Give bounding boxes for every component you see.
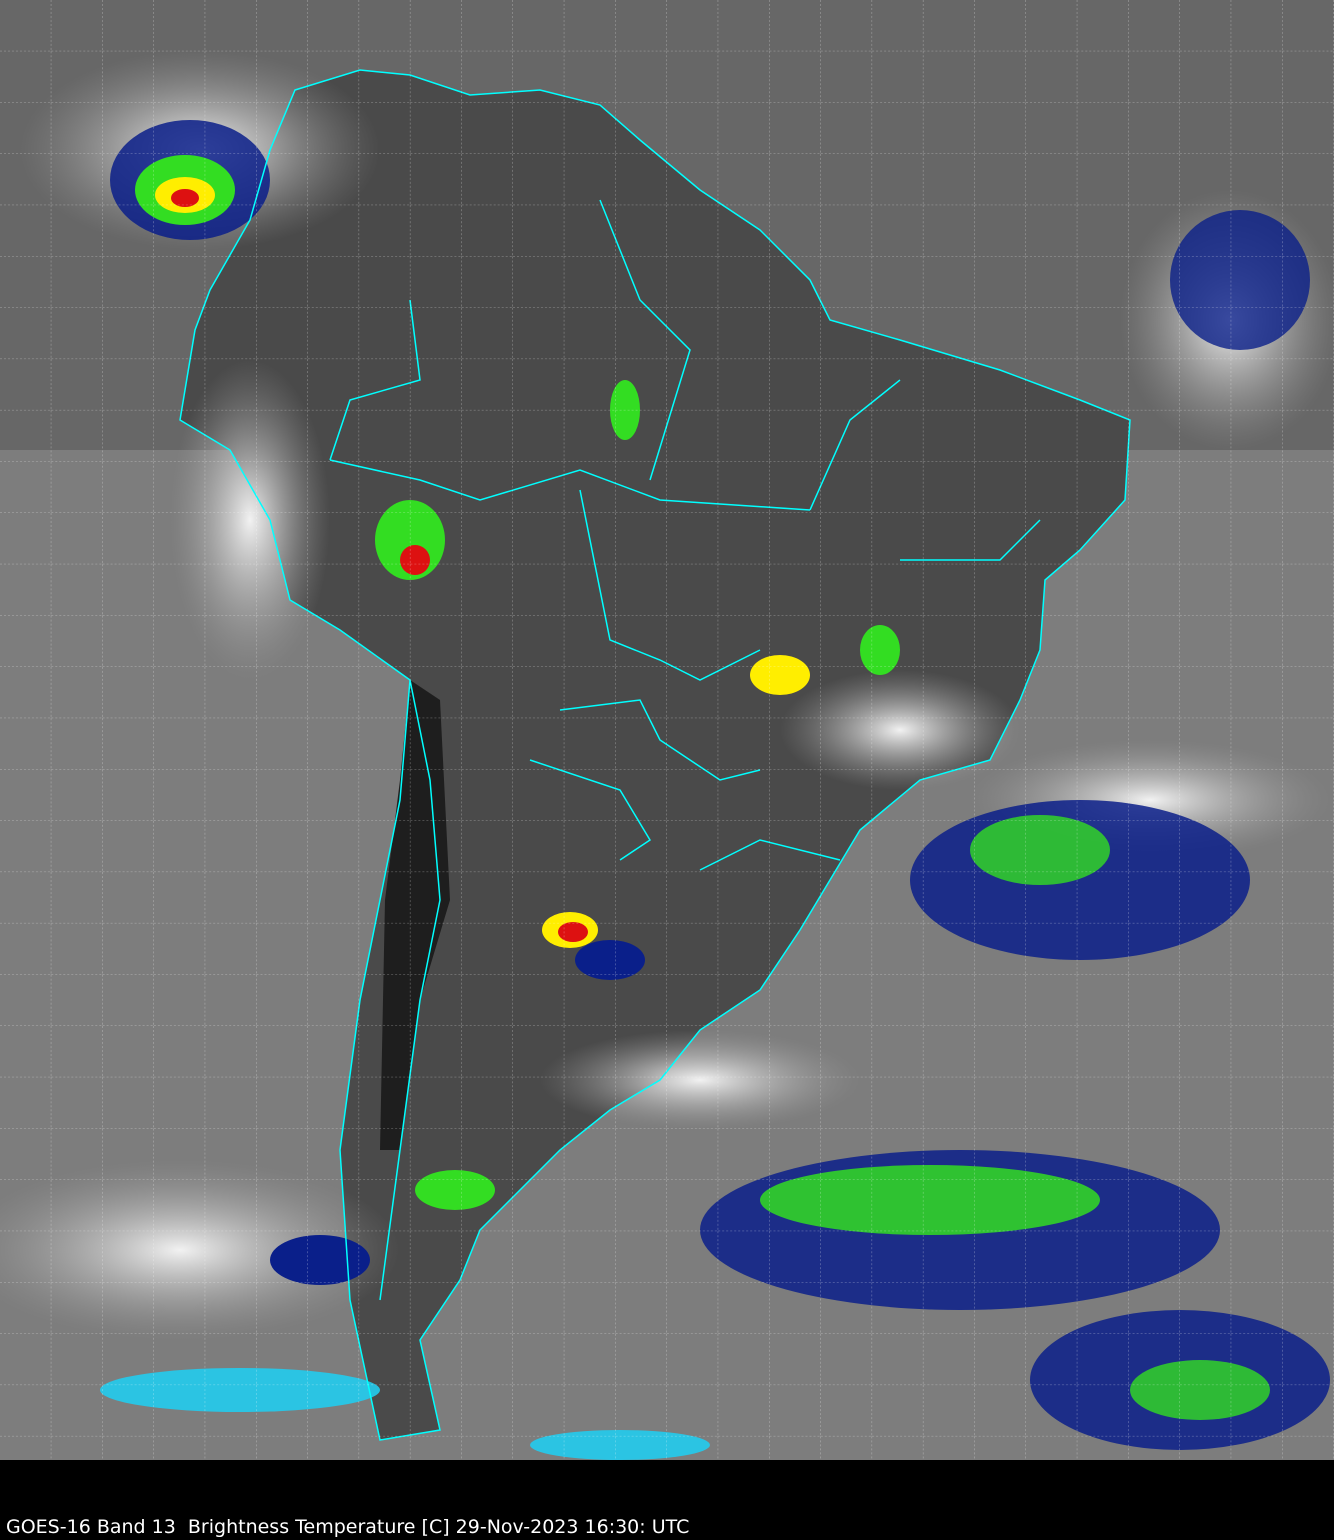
lat-lon-grid	[0, 0, 1334, 1460]
image-caption: GOES-16 Band 13 Brightness Temperature […	[6, 1516, 690, 1538]
satellite-imagery	[0, 0, 1334, 1460]
